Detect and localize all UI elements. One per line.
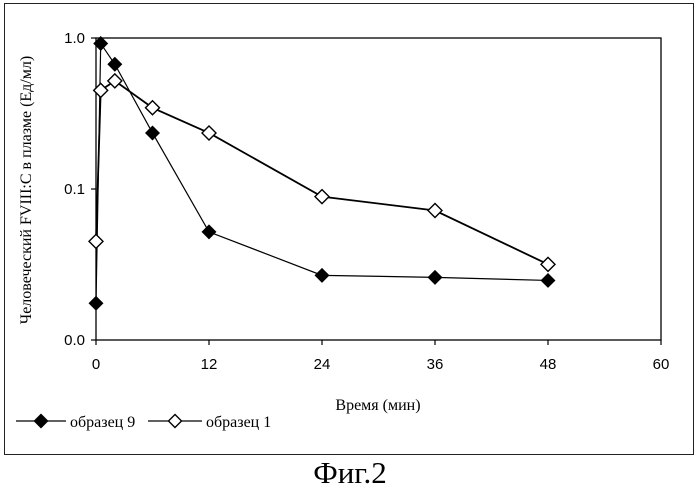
data-point-series-1: [108, 58, 121, 71]
legend: образец 9 образец 1: [16, 414, 271, 431]
data-point-series-2: [146, 101, 160, 115]
data-point-series-2: [541, 257, 555, 271]
data-point-series-1: [90, 297, 103, 310]
legend-label-1: образец 9: [70, 414, 135, 431]
data-point-series-2: [89, 234, 103, 248]
series-line-1: [96, 43, 548, 303]
x-tick-label: 12: [201, 356, 218, 373]
data-point-series-1: [146, 126, 159, 139]
data-point-series-1: [203, 225, 216, 238]
x-tick-label: 0: [92, 356, 100, 373]
x-axis-title: Время (мин): [335, 397, 420, 414]
data-point-series-2: [315, 190, 329, 204]
data-point-series-2: [428, 204, 442, 218]
y-tick-label: 1.0: [64, 30, 85, 47]
y-axis-title: Человеческий FVIII:C в плазме (Ед/мл): [18, 56, 35, 324]
x-tick-label: 48: [540, 356, 557, 373]
series-line-2: [96, 81, 548, 264]
figure-caption: Фиг.2: [0, 455, 700, 491]
legend-marker-2: [169, 415, 182, 428]
y-tick-label: 0.1: [64, 181, 85, 198]
x-tick-label: 24: [314, 356, 331, 373]
x-tick-label: 60: [653, 356, 670, 373]
data-point-series-1: [542, 274, 555, 287]
data-point-series-1: [429, 271, 442, 284]
legend-label-2: образец 1: [206, 414, 271, 431]
y-tick-label: 0.0: [64, 332, 85, 349]
data-point-series-2: [108, 74, 122, 88]
plot-area: [96, 38, 661, 340]
data-point-series-2: [202, 126, 216, 140]
data-point-series-1: [316, 269, 329, 282]
legend-marker-1: [35, 415, 48, 428]
x-tick-label: 36: [427, 356, 444, 373]
chart: 0.0 0.1 1.0 0 12 24 36 48 60 Человеческий FVIII…: [0, 0, 700, 455]
